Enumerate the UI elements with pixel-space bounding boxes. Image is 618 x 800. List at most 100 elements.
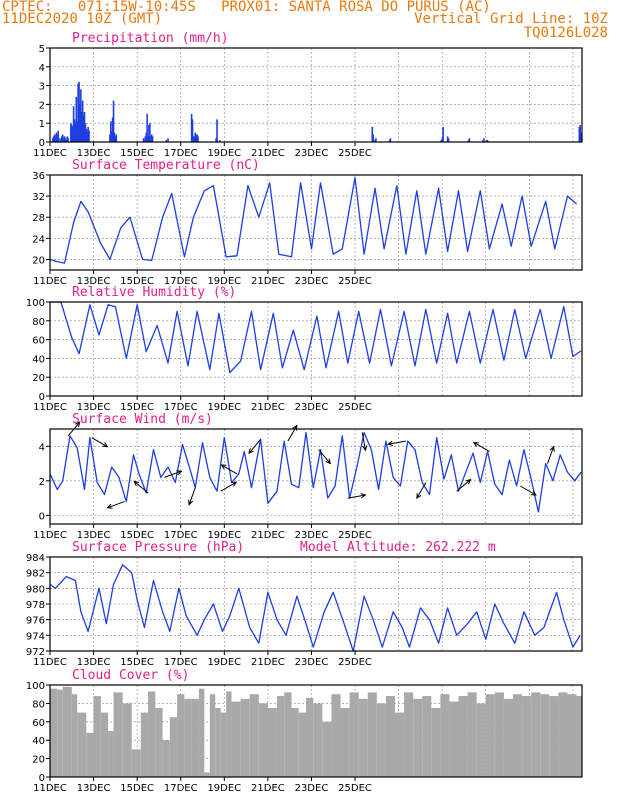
cloud-bar <box>494 692 504 777</box>
precip-bar <box>374 140 376 142</box>
wind-arrowhead <box>176 470 183 476</box>
precip-bar <box>66 136 69 142</box>
precip-bar <box>167 138 169 142</box>
precip-bar <box>146 113 148 142</box>
precip-bar <box>51 138 54 142</box>
cloud-bar <box>458 696 468 777</box>
x-tick-label: 11DEC <box>33 530 67 541</box>
y-tick-label: 4 <box>39 63 45 74</box>
x-tick-label: 11DEC <box>33 276 67 287</box>
precip-bar <box>446 136 449 142</box>
precip-bar <box>216 119 218 142</box>
x-tick-label: 19DEC <box>207 783 241 794</box>
cloud-bar <box>220 712 227 777</box>
x-tick-label: 21DEC <box>251 657 285 668</box>
precip-bar <box>72 106 75 142</box>
cloud-bar <box>367 692 377 777</box>
cloud-bar <box>385 696 395 777</box>
panel-title: Cloud Cover (%) <box>72 668 189 683</box>
precip-bar <box>441 138 443 142</box>
cloud-bar <box>540 694 550 777</box>
cloud-bar <box>204 772 210 777</box>
precip-bar <box>65 140 68 142</box>
precip-bar <box>196 134 198 142</box>
y-tick-label: 0 <box>39 392 45 403</box>
precip-bar <box>75 96 78 142</box>
x-tick-label: 21DEC <box>251 276 285 287</box>
precip-bar <box>193 136 196 142</box>
wind-arrow <box>164 470 182 478</box>
precip-bar <box>113 132 116 142</box>
wind-arrow <box>473 442 490 452</box>
x-tick-label: 11DEC <box>33 657 67 668</box>
cloud-bar <box>50 688 58 777</box>
cloud-bar <box>313 703 323 777</box>
wind-arrow <box>248 439 262 454</box>
precip-bar <box>218 140 221 142</box>
y-tick-label: 20 <box>32 373 45 384</box>
cloud-bar <box>422 696 432 777</box>
precip-bar <box>485 140 488 142</box>
x-tick-label: 21DEC <box>251 402 285 413</box>
precip-bar <box>62 138 65 142</box>
cloud-bar <box>155 708 163 777</box>
wind-arrow <box>416 482 427 499</box>
precip-bar <box>82 115 85 142</box>
wind-arrowhead <box>74 421 81 428</box>
y-tick-label: 980 <box>26 584 45 595</box>
precip-bar <box>371 126 374 142</box>
x-tick-label: 25DEC <box>338 402 372 413</box>
wind-arrow <box>133 480 149 494</box>
precip-bar <box>85 128 88 142</box>
wind-arrowhead <box>472 441 479 447</box>
cloud-bar <box>169 717 178 777</box>
cloud-bar <box>148 691 156 777</box>
y-tick-label: 972 <box>26 647 45 658</box>
x-tick-label: 25DEC <box>338 657 372 668</box>
precip-bar <box>388 140 391 142</box>
panel-frame <box>49 174 583 271</box>
precip-bar <box>143 140 146 142</box>
precip-bar <box>482 140 484 142</box>
x-tick-label: 13DEC <box>77 402 111 413</box>
precip-bar <box>84 123 87 142</box>
wind-arrowhead <box>549 445 555 452</box>
precip-bar <box>467 140 470 142</box>
wind-arrow <box>520 485 537 496</box>
precip-bar <box>86 130 89 142</box>
wind-arrowhead <box>220 464 227 470</box>
cloud-bar <box>258 703 268 777</box>
precip-bar <box>580 132 582 142</box>
wind-arrow <box>188 487 196 505</box>
panel-frame <box>49 301 583 397</box>
precip-bar <box>372 134 374 142</box>
cloud-bar <box>298 712 307 777</box>
wind-arrowhead <box>416 493 422 500</box>
wind-arrowhead <box>106 503 113 509</box>
y-tick-label: 20 <box>32 755 45 766</box>
x-tick-label: 25DEC <box>338 148 372 159</box>
panel-frame <box>49 684 583 778</box>
x-tick-label: 17DEC <box>164 402 198 413</box>
cloud-bar <box>485 694 495 777</box>
cloud-bar <box>331 694 341 777</box>
panel-frame <box>49 47 583 143</box>
precip-bar <box>149 123 151 142</box>
y-tick-label: 4 <box>39 442 45 453</box>
wind-arrowhead <box>248 448 254 455</box>
y-tick-label: 32 <box>32 192 45 203</box>
precip-bar <box>195 134 197 142</box>
x-tick-label: 17DEC <box>164 276 198 287</box>
panel-title: Relative Humidity (%) <box>72 285 236 300</box>
precip-bar <box>81 100 84 142</box>
wind-arrowhead <box>325 458 332 465</box>
y-tick-label: 40 <box>32 736 45 747</box>
y-tick-label: 0 <box>39 773 45 784</box>
y-tick-label: 2 <box>39 477 45 488</box>
y-tick-label: 974 <box>26 631 45 642</box>
cloud-bar <box>93 696 101 777</box>
precip-bar <box>88 130 90 142</box>
precip-bar <box>80 89 82 142</box>
x-tick-label: 17DEC <box>164 657 198 668</box>
x-tick-label: 17DEC <box>164 148 198 159</box>
